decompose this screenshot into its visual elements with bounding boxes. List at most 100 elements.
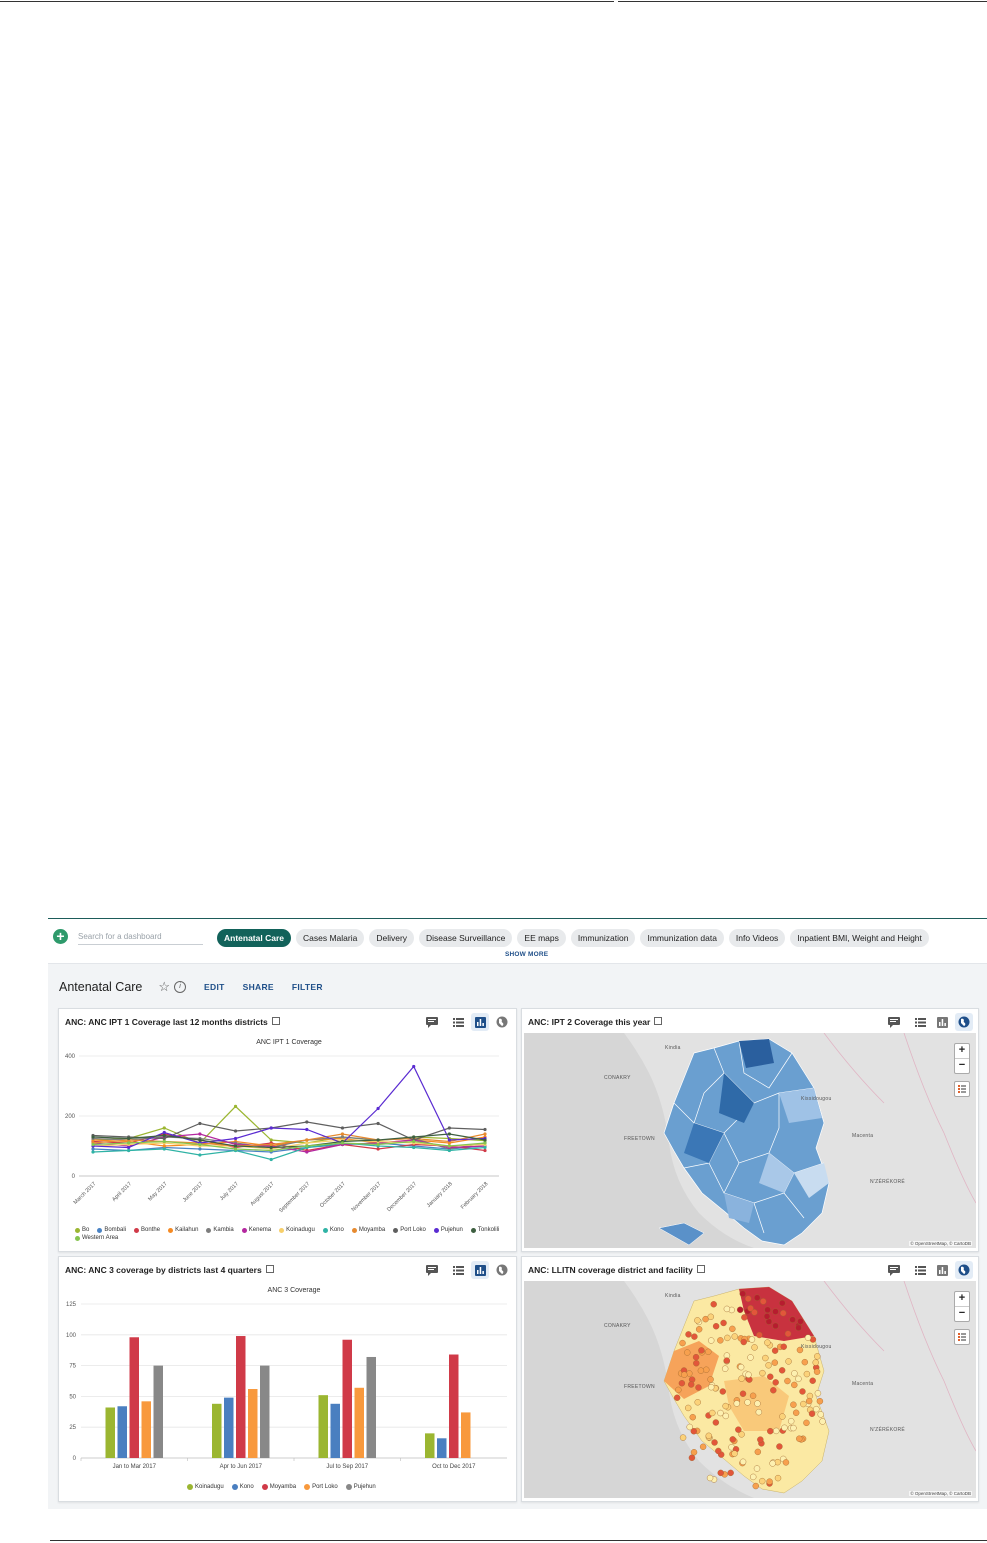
facility-dot[interactable]	[744, 1399, 751, 1406]
facility-dot[interactable]	[790, 1401, 797, 1408]
facility-dot[interactable]	[771, 1347, 779, 1354]
facility-dot[interactable]	[764, 1339, 771, 1346]
series-line-bo[interactable]	[92, 1105, 486, 1144]
facility-dot[interactable]	[749, 1392, 757, 1400]
facility-dot[interactable]	[770, 1387, 777, 1394]
facility-dot[interactable]	[778, 1367, 786, 1374]
chart-icon[interactable]	[933, 1261, 951, 1279]
data-point-moyamba[interactable]	[340, 1132, 345, 1136]
chart-icon[interactable]	[471, 1261, 489, 1279]
facility-dot[interactable]	[765, 1362, 772, 1369]
facility-dot[interactable]	[813, 1368, 821, 1375]
facility-dot[interactable]	[796, 1346, 804, 1354]
data-point-tonkolili[interactable]	[412, 1135, 416, 1139]
interpretations-icon[interactable]	[885, 1013, 903, 1031]
facility-dot[interactable]	[763, 1313, 771, 1320]
bar-pujehun[interactable]	[153, 1365, 164, 1458]
edit-button[interactable]: EDIT	[204, 982, 225, 992]
facility-dot[interactable]	[789, 1316, 796, 1323]
facility-dot[interactable]	[699, 1443, 707, 1450]
data-point-western-area[interactable]	[447, 1144, 451, 1148]
facility-dot[interactable]	[707, 1383, 715, 1391]
facility-dot[interactable]	[693, 1360, 700, 1367]
external-link-icon[interactable]	[271, 1017, 280, 1025]
facility-dot[interactable]	[705, 1432, 712, 1440]
data-point-moyamba[interactable]	[483, 1132, 487, 1136]
facility-dot[interactable]	[715, 1447, 722, 1455]
chip-ee-maps[interactable]: EE maps	[517, 929, 566, 947]
series-line-pujehun[interactable]	[92, 1065, 486, 1149]
facility-dot[interactable]	[737, 1363, 745, 1371]
legend-item-kailahun[interactable]: Kailahun	[168, 1227, 198, 1233]
facility-dot[interactable]	[679, 1339, 686, 1347]
legend-item-port-loko[interactable]: Port Loko	[393, 1227, 426, 1233]
data-point-pujehun[interactable]	[376, 1106, 380, 1111]
bar-pujehun[interactable]	[260, 1365, 270, 1458]
data-point-bo[interactable]	[269, 1138, 273, 1142]
facility-dot[interactable]	[695, 1326, 703, 1333]
data-point-western-area[interactable]	[269, 1148, 273, 1153]
bar-moyamba[interactable]	[129, 1337, 140, 1458]
facility-dot[interactable]	[766, 1478, 773, 1485]
facility-dot[interactable]	[707, 1376, 714, 1383]
facility-dot[interactable]	[757, 1436, 764, 1443]
facility-dot[interactable]	[790, 1424, 797, 1432]
facility-dot[interactable]	[750, 1473, 757, 1481]
facility-dot[interactable]	[808, 1410, 816, 1417]
chip-antenatal-care[interactable]: Antenatal Care	[217, 929, 291, 947]
data-point-kailahun[interactable]	[162, 1144, 166, 1148]
data-point-bombali[interactable]	[198, 1147, 202, 1151]
bar-port-loko[interactable]	[248, 1389, 258, 1458]
data-point-western-area[interactable]	[91, 1142, 95, 1147]
chip-disease-surveillance[interactable]: Disease Surveillance	[419, 929, 513, 947]
facility-dot[interactable]	[773, 1427, 780, 1435]
series-line-western-area[interactable]	[92, 1140, 486, 1152]
bar-moyamba[interactable]	[236, 1336, 246, 1458]
facility-dot[interactable]	[702, 1315, 709, 1323]
data-point-kenema[interactable]	[198, 1132, 202, 1136]
chip-inpatient-bmi-weight-and-height[interactable]: Inpatient BMI, Weight and Height	[790, 929, 929, 947]
map-icon[interactable]	[955, 1261, 973, 1279]
facility-dot[interactable]	[747, 1354, 754, 1361]
legend-item-kenema[interactable]: Kenema	[241, 1227, 271, 1233]
facility-dot[interactable]	[712, 1419, 720, 1426]
interpretations-icon[interactable]	[423, 1261, 441, 1279]
facility-dot[interactable]	[707, 1337, 715, 1344]
facility-dot[interactable]	[812, 1359, 819, 1366]
data-point-tonkolili[interactable]	[127, 1136, 131, 1141]
data-point-tonkolili[interactable]	[483, 1138, 487, 1142]
facility-dot[interactable]	[694, 1317, 701, 1324]
facility-dot[interactable]	[759, 1369, 766, 1377]
card-title[interactable]: ANC: IPT 2 Coverage this year	[528, 1017, 663, 1027]
facility-dot[interactable]	[685, 1404, 692, 1412]
search-input[interactable]: Search for a dashboard	[78, 930, 203, 945]
bar-moyamba[interactable]	[449, 1354, 459, 1458]
data-point-bonthe[interactable]	[483, 1148, 487, 1153]
facility-dot[interactable]	[785, 1358, 792, 1365]
data-point-koinadugu[interactable]	[305, 1141, 309, 1145]
chip-info-videos[interactable]: Info Videos	[728, 929, 786, 947]
facility-dot[interactable]	[698, 1347, 705, 1354]
data-point-pujehun[interactable]	[162, 1130, 166, 1135]
facility-dot[interactable]	[791, 1381, 798, 1389]
series-line-kambia[interactable]	[92, 1136, 486, 1150]
chip-cases-malaria[interactable]: Cases Malaria	[296, 929, 365, 947]
legend-item-moyamba[interactable]: Moyamba	[261, 1484, 296, 1490]
show-more-button[interactable]: SHOW MORE	[505, 951, 549, 958]
bar-moyamba[interactable]	[342, 1339, 353, 1458]
facility-dot[interactable]	[740, 1338, 747, 1346]
interpretations-icon[interactable]	[423, 1013, 441, 1031]
legend-item-kambia[interactable]: Kambia	[206, 1227, 234, 1233]
facility-dot[interactable]	[688, 1454, 696, 1462]
facility-dot[interactable]	[686, 1423, 693, 1431]
facility-dot[interactable]	[782, 1459, 790, 1466]
facility-dot[interactable]	[679, 1434, 687, 1441]
data-point-pujehun[interactable]	[412, 1064, 416, 1069]
info-icon[interactable]: i	[174, 981, 187, 993]
data-point-kono[interactable]	[91, 1150, 95, 1154]
facility-dot[interactable]	[697, 1367, 705, 1374]
data-point-kenema[interactable]	[305, 1150, 309, 1154]
facility-dot[interactable]	[792, 1409, 800, 1416]
data-point-western-area[interactable]	[305, 1144, 309, 1148]
data-point-tonkolili[interactable]	[447, 1132, 451, 1136]
